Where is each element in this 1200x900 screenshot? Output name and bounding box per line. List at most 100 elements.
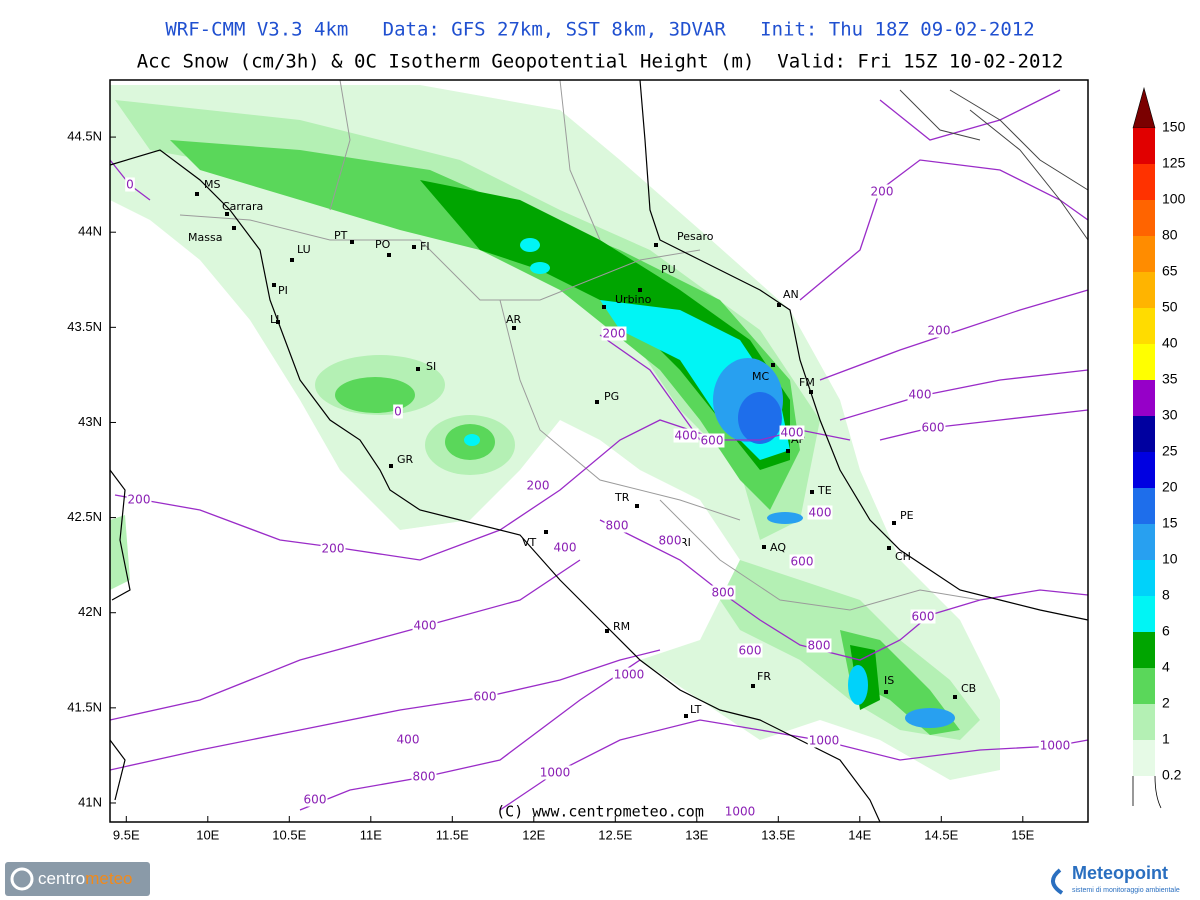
logo-tagline: sistemi di monitoraggio ambientale bbox=[1072, 887, 1180, 894]
isotherm-label: 400 bbox=[397, 733, 420, 747]
isotherm-label: 600 bbox=[739, 644, 762, 658]
isotherm-label-bg bbox=[926, 323, 952, 338]
colorbar-label: 40 bbox=[1162, 335, 1178, 351]
coastline bbox=[109, 149, 881, 823]
logo-right: Meteopoint sistemi di monitoraggio ambie… bbox=[1051, 863, 1180, 895]
logo-text: centrometeo bbox=[38, 869, 133, 888]
isotherm-label: 400 bbox=[781, 426, 804, 440]
snow-area bbox=[848, 665, 868, 705]
y-tick-label: 41.5N bbox=[67, 699, 102, 714]
isotherm-label-bg bbox=[807, 733, 841, 748]
colorbar-box bbox=[1133, 524, 1155, 560]
city-label: SI bbox=[426, 360, 436, 373]
colorbar-box bbox=[1133, 380, 1155, 416]
isotherm-label-bg bbox=[806, 638, 832, 653]
copyright: (C) www.centrometeo.com bbox=[496, 803, 704, 821]
isotherm-label: 200 bbox=[603, 327, 626, 341]
isotherm-label: 0 bbox=[394, 405, 402, 419]
logo-left: centrometeo bbox=[5, 862, 150, 896]
colorbar-label: 0.2 bbox=[1162, 767, 1182, 783]
city-label: LI bbox=[270, 313, 279, 326]
y-tick-label: 44.5N bbox=[67, 129, 102, 144]
city-dot bbox=[809, 390, 813, 394]
city-label: FI bbox=[420, 240, 430, 253]
logo-icon bbox=[1051, 868, 1064, 895]
isotherm-label: 400 bbox=[414, 619, 437, 633]
isotherm-label-bg bbox=[920, 420, 946, 435]
logo-part: centro bbox=[38, 869, 85, 888]
isotherm-label: 0 bbox=[126, 178, 134, 192]
logo-badge bbox=[5, 862, 150, 896]
x-tick-label: 11.5E bbox=[436, 827, 469, 842]
colorbar-label: 2 bbox=[1162, 695, 1170, 711]
isotherm-label-bg bbox=[710, 585, 736, 600]
isotherm-label: 600 bbox=[791, 555, 814, 569]
isotherm-label: 1000 bbox=[725, 805, 756, 819]
snow-area bbox=[420, 180, 790, 470]
city-dot bbox=[225, 212, 229, 216]
y-tick-label: 42N bbox=[78, 604, 102, 619]
city-label: CB bbox=[961, 682, 976, 695]
border-line bbox=[659, 499, 981, 611]
isotherm-label-bg bbox=[869, 184, 895, 199]
colorbar-over bbox=[1132, 86, 1156, 129]
city-label: FM bbox=[799, 376, 815, 389]
isotherm-label: 600 bbox=[912, 610, 935, 624]
colorbar-label: 30 bbox=[1162, 407, 1178, 423]
colorbar-box bbox=[1133, 164, 1155, 200]
city-label: MS bbox=[204, 178, 220, 191]
city-label: AR bbox=[506, 313, 522, 326]
city-label: Massa bbox=[188, 231, 222, 244]
city-dot bbox=[892, 521, 896, 525]
city-dot bbox=[654, 243, 658, 247]
isotherm-label-bg bbox=[723, 804, 757, 819]
isotherm-line bbox=[109, 559, 581, 721]
isotherm-label-bg bbox=[320, 541, 346, 556]
colorbar-label: 6 bbox=[1162, 623, 1170, 639]
colorbar-box bbox=[1133, 596, 1155, 632]
city-dot bbox=[887, 546, 891, 550]
map-frame bbox=[109, 79, 1089, 823]
isotherm-label-bg bbox=[472, 689, 498, 704]
isotherm-label: 600 bbox=[474, 690, 497, 704]
snow-area bbox=[520, 238, 540, 252]
colorbar-box bbox=[1133, 308, 1155, 344]
snow-field bbox=[110, 85, 1000, 780]
city-label: PE bbox=[900, 509, 914, 522]
x-tick-label: 12E bbox=[522, 827, 545, 842]
isotherm-label: 800 bbox=[659, 534, 682, 548]
isotherm-label: 600 bbox=[922, 421, 945, 435]
y-tick-label: 44N bbox=[78, 224, 102, 239]
city-dot bbox=[350, 240, 354, 244]
colorbar-box bbox=[1133, 488, 1155, 524]
isotherm-label-bg bbox=[538, 765, 572, 780]
city-dot bbox=[595, 400, 599, 404]
city-label: Urbino bbox=[615, 293, 652, 306]
city-label: PI bbox=[278, 284, 288, 297]
isotherm-label-bg bbox=[525, 478, 551, 493]
city-label: RM bbox=[613, 620, 630, 633]
snow-area bbox=[738, 392, 782, 444]
isotherm-label-bg bbox=[673, 428, 699, 443]
snow-area bbox=[464, 434, 480, 446]
x-tick-label: 14.5E bbox=[924, 827, 958, 842]
y-tick-label: 42.5N bbox=[67, 509, 102, 524]
snow-area bbox=[110, 515, 130, 590]
isotherm-line bbox=[109, 649, 661, 771]
colorbar-under bbox=[1132, 775, 1162, 809]
isotherm-line bbox=[819, 289, 1089, 381]
city-dot bbox=[512, 326, 516, 330]
city-dot bbox=[605, 629, 609, 633]
city-label: TR bbox=[614, 491, 630, 504]
colorbar-label: 15 bbox=[1162, 515, 1178, 531]
x-tick-label: 14E bbox=[848, 827, 871, 842]
borders bbox=[179, 79, 981, 611]
snow-area bbox=[905, 708, 955, 728]
colorbar-box bbox=[1133, 704, 1155, 740]
city-label: LU bbox=[297, 243, 311, 256]
x-tick-label: 13.5E bbox=[761, 827, 795, 842]
isotherm-label-bg bbox=[1038, 738, 1072, 753]
isotherm-label-bg bbox=[393, 404, 403, 419]
